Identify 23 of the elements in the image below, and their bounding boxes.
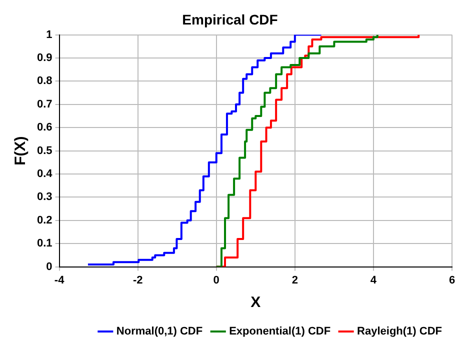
y-tick-label: 0.6 xyxy=(36,122,52,134)
x-axis-title: X xyxy=(250,294,261,312)
y-axis-title: F(X) xyxy=(12,136,30,166)
x-tick-label: 4 xyxy=(370,274,378,286)
y-tick-label: 0.8 xyxy=(36,75,52,88)
legend-label: Normal(0,1) CDF xyxy=(116,326,203,338)
y-tick-label: 1 xyxy=(46,28,52,41)
chart-title: Empirical CDF xyxy=(182,11,278,28)
x-tick-label: 2 xyxy=(292,274,298,286)
legend-label: Exponential(1) CDF xyxy=(229,326,331,338)
y-tick-label: 0.2 xyxy=(36,214,52,226)
y-tick-label: 0.7 xyxy=(36,98,52,110)
y-tick-label: 0.3 xyxy=(36,191,52,204)
x-tick-label: -2 xyxy=(132,274,143,286)
x-tick-label: 6 xyxy=(448,274,456,286)
y-tick-label: 0.4 xyxy=(36,168,54,180)
y-tick-label: 0 xyxy=(46,260,52,273)
x-tick-label: 0 xyxy=(213,274,220,286)
y-tick-label: 0.5 xyxy=(36,144,52,157)
x-tick-label: -4 xyxy=(54,274,66,286)
y-tick-label: 0.1 xyxy=(36,238,52,250)
y-tick-label: 0.9 xyxy=(36,52,52,64)
legend-label: Rayleigh(1) CDF xyxy=(357,326,442,338)
